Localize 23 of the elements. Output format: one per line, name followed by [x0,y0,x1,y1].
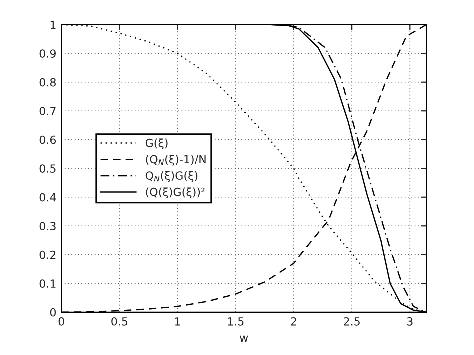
legend-label: G(ξ) [146,138,168,150]
legend-label: (Q$_{N}$(ξ)-1)/N [146,155,206,166]
x-tick-label: 1 [175,318,180,326]
x-tick-label: 1.5 [228,318,244,326]
y-tick-label: 0.1 [40,280,56,288]
x-axis-title: w [240,336,248,342]
y-tick-label: 0.6 [40,136,56,144]
y-tick-label: 0.7 [40,107,56,116]
x-tick-label: 2 [291,317,296,326]
x-tick-label: 2.5 [344,317,360,326]
x-tick-label: 0 [58,317,64,326]
y-tick-label: 0.4 [40,193,56,202]
y-tick-label: 0 [50,308,56,317]
y-tick-label: 0.3 [40,222,56,231]
y-tick-label: 0.9 [40,50,56,58]
legend-label: Q$_{N}$(ξ)G(ξ) [146,171,198,182]
y-tick-label: 1 [50,20,56,30]
y-tick-label: 0.2 [40,250,56,260]
legend-label: (Q(ξ)G(ξ))² [146,188,205,199]
y-tick-label: 0.5 [40,164,56,174]
x-tick-label: 3 [407,317,413,326]
y-tick-label: 0.8 [40,78,56,87]
x-tick-label: 0.5 [112,317,128,326]
